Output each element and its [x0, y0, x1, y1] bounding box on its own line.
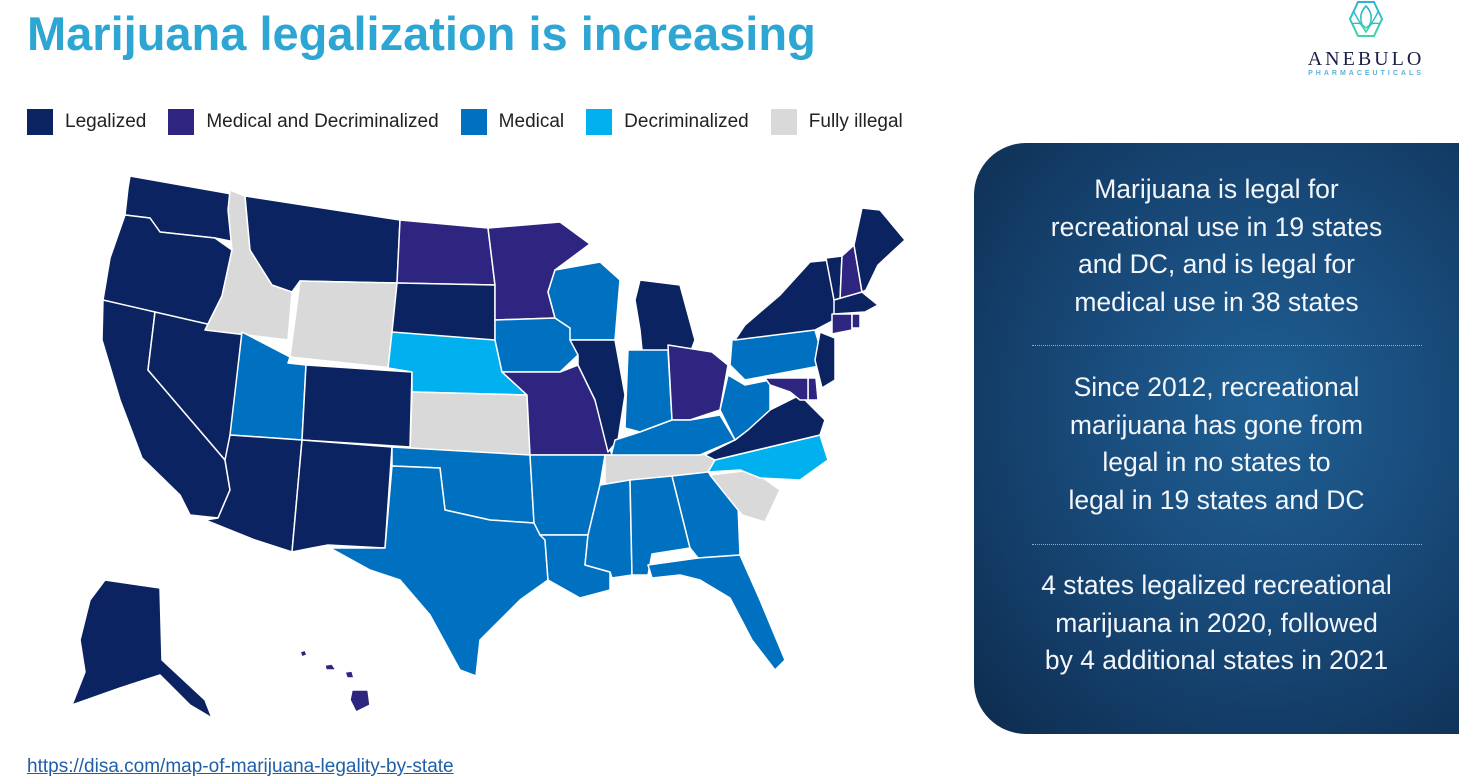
state-ia: [494, 317, 579, 373]
state-ma: [833, 291, 879, 315]
legend-item-medical: Medical: [460, 109, 565, 135]
state-ny: [734, 259, 839, 341]
us-legality-map: [71, 175, 906, 719]
state-in: [624, 349, 673, 433]
facts-panel: Marijuana is legal for recreational use …: [974, 143, 1459, 734]
source-link[interactable]: https://disa.com/map-of-marijuana-legali…: [27, 756, 454, 777]
fact-line: marijuana has gone from: [1069, 409, 1364, 440]
state-nm: [291, 439, 393, 553]
state-il: [569, 339, 626, 453]
divider: [1032, 345, 1422, 346]
legend-item-fully-illegal: Fully illegal: [770, 109, 903, 135]
fact-line: Since 2012, recreational: [1073, 372, 1360, 402]
state-hi: [299, 649, 371, 713]
legend-swatch: [770, 109, 797, 135]
fact-line: legal in 19 states and DC: [1068, 484, 1365, 515]
state-fl: [647, 554, 786, 671]
fact-block-3: 4 states legalized recreational marijuan…: [974, 567, 1459, 680]
state-nj: [814, 331, 836, 389]
state-md: [764, 377, 809, 401]
state-nc: [707, 434, 829, 481]
fact-line: medical use in 38 states: [1074, 286, 1359, 317]
divider: [1032, 544, 1422, 545]
state-ks: [409, 391, 531, 456]
legend-swatch: [586, 109, 613, 135]
legend-swatch: [27, 109, 53, 135]
legend-label: Medical: [498, 111, 565, 132]
page-title: Marijuana legalization is increasing: [27, 7, 816, 60]
fact-block-2: Since 2012, recreational marijuana has g…: [974, 369, 1459, 519]
state-wy: [289, 280, 398, 369]
legend-swatch: [460, 109, 487, 135]
legend-swatch: [168, 109, 195, 135]
state-co: [301, 364, 413, 448]
company-logo: ANEBULO PHARMACEUTICALS: [1296, 0, 1436, 82]
state-ms: [584, 479, 633, 579]
state-me: [853, 207, 906, 293]
map-legend: Legalized Medical and Decriminalized Med…: [27, 109, 925, 135]
legend-label: Legalized: [65, 111, 147, 132]
state-ri: [851, 313, 861, 329]
state-nd: [396, 219, 496, 286]
fact-line: recreational use in 19 states: [1050, 211, 1383, 242]
state-oh: [667, 344, 729, 421]
state-de: [807, 377, 819, 401]
state-va: [704, 394, 826, 461]
legend-item-legalized: Legalized: [27, 109, 146, 135]
fact-line: by 4 additional states in 2021: [1044, 645, 1389, 675]
fact-line: and DC, and is legal for: [1078, 249, 1355, 279]
state-ct: [831, 313, 853, 335]
legend-label: Fully illegal: [808, 111, 903, 132]
logo-tagline: PHARMACEUTICALS: [1308, 70, 1424, 77]
fact-line: 4 states legalized recreational: [1041, 570, 1392, 600]
fact-line: Marijuana is legal for: [1094, 174, 1339, 204]
state-tx: [329, 465, 549, 677]
legend-label: Decriminalized: [624, 111, 749, 132]
legend-label: Medical and Decriminalized: [206, 111, 439, 132]
fact-block-1: Marijuana is legal for recreational use …: [974, 171, 1459, 321]
state-mt: [244, 195, 401, 293]
legend-item-decriminalized: Decriminalized: [586, 109, 749, 135]
fact-line: marijuana in 2020, followed: [1055, 607, 1378, 638]
fact-line: legal in no states to: [1102, 447, 1331, 477]
hexagon-flower-icon: [1348, 0, 1384, 37]
legend-item-medical-and-decriminalized: Medical and Decriminalized: [168, 109, 439, 135]
state-ak: [71, 579, 213, 719]
logo-wordmark: ANEBULO: [1307, 48, 1425, 70]
state-wv: [719, 374, 771, 441]
